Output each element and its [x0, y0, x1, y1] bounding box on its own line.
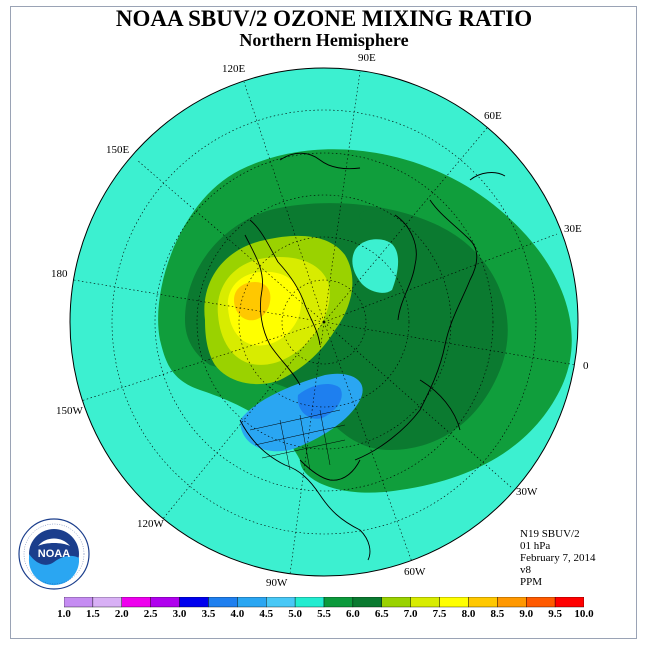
ozone-contour-3-5 — [297, 384, 342, 419]
colorbar-segment — [92, 597, 122, 608]
colorbar-tick-label: 2.5 — [143, 608, 158, 620]
colorbar-tick-label: 4.5 — [259, 608, 274, 620]
colorbar-tick-label: 3.0 — [172, 608, 187, 620]
colorbar-tick-label: 5.5 — [317, 608, 331, 620]
colorbar-tick-label: 6.5 — [374, 608, 389, 620]
chart-title: NOAA SBUV/2 OZONE MIXING RATIO — [115, 6, 533, 31]
colorbar-segment — [410, 597, 440, 608]
colorbar-tick-label: 8.0 — [461, 608, 476, 620]
colorbar-segment — [237, 597, 267, 608]
colorbar-segment — [266, 597, 296, 608]
logo-text: NOAA — [38, 548, 70, 560]
lon-label-120w: 120W — [137, 518, 164, 530]
colorbar-segment — [150, 597, 180, 608]
lon-label-150w: 150W — [56, 405, 83, 417]
colorbar-segment — [554, 597, 584, 608]
colorbar-tick-label: 1.5 — [86, 608, 100, 620]
coastlines — [239, 152, 506, 561]
lon-label-120e: 120E — [222, 63, 246, 75]
date-label: February 7, 2014 — [520, 552, 596, 564]
colorbar-tick-label: 3.5 — [201, 608, 216, 620]
colorbar-segment — [64, 597, 94, 608]
colorbar-segment — [526, 597, 556, 608]
lon-label-30w: 30W — [516, 486, 538, 498]
lon-label-30e: 30E — [564, 223, 582, 235]
colorbar-segment — [323, 597, 354, 608]
colorbar-tick-label: 8.5 — [490, 608, 505, 620]
colorbar — [64, 597, 584, 608]
info-block: N19 SBUV/2 01 hPa February 7, 2014 v8 PP… — [520, 528, 595, 588]
colorbar-segment — [381, 597, 411, 608]
lon-label-90w: 90W — [266, 577, 288, 589]
colorbar-tick-label: 1.0 — [57, 608, 71, 620]
instrument-label: N19 SBUV/2 — [520, 528, 580, 540]
ozone-low-pocket — [352, 239, 399, 293]
colorbar-tick-label: 10.0 — [574, 608, 594, 620]
colorbar-segment — [468, 597, 498, 608]
state-borders — [249, 409, 346, 471]
colorbar-segment — [439, 597, 469, 608]
colorbar-tick-label: 5.0 — [288, 608, 302, 620]
version-label: v8 — [520, 564, 531, 576]
colorbar-segment — [497, 597, 527, 608]
level-label: 01 hPa — [520, 540, 551, 552]
colorbar-tick-label: 7.5 — [432, 608, 447, 620]
ozone-low-pocket-small — [359, 209, 383, 223]
meridians — [73, 71, 577, 575]
lon-label-90e: 90E — [358, 52, 376, 64]
colorbar-segment — [179, 597, 209, 608]
noaa-logo: NOAA — [18, 518, 90, 590]
colorbar-tick-label: 2.0 — [114, 608, 129, 620]
colorbar-tick-label: 9.5 — [548, 608, 562, 620]
units-label: PPM — [520, 576, 543, 588]
colorbar-segment — [294, 597, 325, 608]
colorbar-segment — [352, 597, 382, 608]
colorbar-tick-label: 9.0 — [519, 608, 534, 620]
lon-label-150e: 150E — [106, 144, 130, 156]
latitude-circles — [111, 109, 537, 535]
map-boundary — [69, 67, 579, 577]
colorbar-tick-label: 6.0 — [346, 608, 360, 620]
lon-label-60e: 60E — [484, 110, 502, 122]
chart-subtitle: Northern Hemisphere — [239, 30, 409, 50]
colorbar-tick-label: 4.0 — [230, 608, 245, 620]
lon-label-60w: 60W — [404, 566, 426, 578]
colorbar-segment — [121, 597, 151, 608]
lon-label-180: 180 — [51, 268, 68, 280]
colorbar-segment — [208, 597, 238, 608]
colorbar-tick-label: 7.0 — [403, 608, 418, 620]
figure-frame — [10, 6, 637, 639]
lon-label-0: 0 — [583, 360, 589, 372]
